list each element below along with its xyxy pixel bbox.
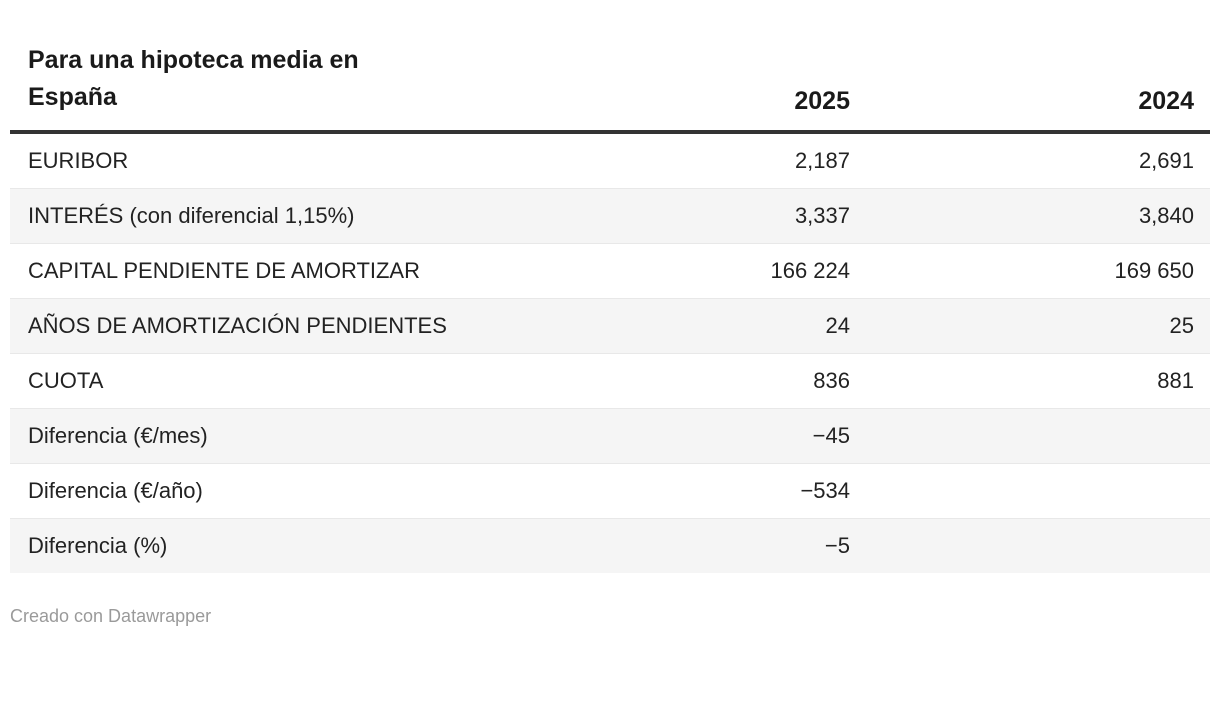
page-title: Para una hipoteca media en España	[28, 46, 359, 111]
row-value-2024	[851, 408, 1210, 464]
table-row-diferencia-ano: Diferencia (€/año) −534	[10, 463, 1210, 519]
data-table: Para una hipoteca media en España 2025 2…	[10, 0, 1210, 573]
table-row-anos-amortizacion: AÑOS DE AMORTIZACIÓN PENDIENTES 24 25	[10, 298, 1210, 354]
row-value-2024: 881	[851, 353, 1210, 409]
title-cell: Para una hipoteca media en España	[10, 0, 590, 134]
row-value-2025: 3,337	[590, 188, 851, 244]
table-body: EURIBOR 2,187 2,691 INTERÉS (con diferen…	[10, 132, 1210, 573]
datawrapper-attribution-link[interactable]: Creado con Datawrapper	[10, 606, 212, 626]
table-row-cuota: CUOTA 836 881	[10, 353, 1210, 409]
table-row-diferencia-mes: Diferencia (€/mes) −45	[10, 408, 1210, 464]
row-value-2025: −5	[590, 518, 851, 573]
table-chart: Para una hipoteca media en España 2025 2…	[10, 0, 1210, 573]
row-label: INTERÉS (con diferencial 1,15%)	[10, 188, 590, 244]
row-value-2025: −534	[590, 463, 851, 519]
row-label: Diferencia (€/año)	[10, 463, 590, 519]
row-label: CAPITAL PENDIENTE DE AMORTIZAR	[10, 243, 590, 299]
row-label: EURIBOR	[28, 148, 129, 173]
attribution-footer: Creado con Datawrapper	[10, 605, 1210, 627]
row-value-2024: 169 650	[851, 243, 1210, 299]
row-label: AÑOS DE AMORTIZACIÓN PENDIENTES	[10, 298, 590, 354]
table-row-diferencia-pct: Diferencia (%) −5	[10, 518, 1210, 573]
row-value-2024	[851, 463, 1210, 519]
column-header-2024: 2024	[851, 0, 1210, 134]
row-value-2024: 2,691	[1138, 148, 1194, 173]
table-row-euribor: EURIBOR 2,187 2,691	[10, 132, 1210, 189]
table-row-capital-pendiente: CAPITAL PENDIENTE DE AMORTIZAR 166 224 1…	[10, 243, 1210, 299]
column-header-2025: 2025	[590, 0, 851, 134]
row-value-2024: 3,840	[851, 188, 1210, 244]
row-label: Diferencia (€/mes)	[10, 408, 590, 464]
row-value-2025: −45	[590, 408, 851, 464]
row-value-2025: 2,187	[794, 148, 850, 173]
table-row-interes: INTERÉS (con diferencial 1,15%) 3,337 3,…	[10, 188, 1210, 244]
row-value-2024	[851, 518, 1210, 573]
table-header: Para una hipoteca media en España 2025 2…	[10, 0, 1210, 134]
row-label: CUOTA	[10, 353, 590, 409]
row-value-2025: 166 224	[590, 243, 851, 299]
row-label: Diferencia (%)	[10, 518, 590, 573]
row-value-2025: 836	[590, 353, 851, 409]
row-value-2024: 25	[851, 298, 1210, 354]
row-value-2025: 24	[590, 298, 851, 354]
